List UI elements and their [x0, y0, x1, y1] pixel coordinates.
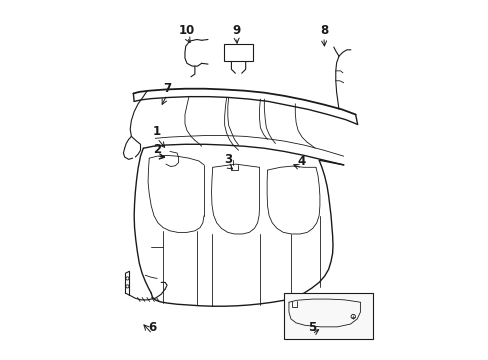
- Text: 1: 1: [153, 125, 161, 138]
- Bar: [224, 44, 252, 60]
- Text: 9: 9: [232, 24, 240, 37]
- Text: 3: 3: [224, 153, 232, 166]
- Text: 10: 10: [179, 24, 195, 37]
- Text: 7: 7: [163, 82, 171, 95]
- Text: 2: 2: [153, 143, 161, 156]
- Text: 4: 4: [297, 155, 305, 168]
- Text: 5: 5: [307, 321, 315, 334]
- Text: 6: 6: [148, 321, 156, 334]
- Text: 8: 8: [319, 24, 327, 37]
- Bar: [284, 293, 373, 339]
